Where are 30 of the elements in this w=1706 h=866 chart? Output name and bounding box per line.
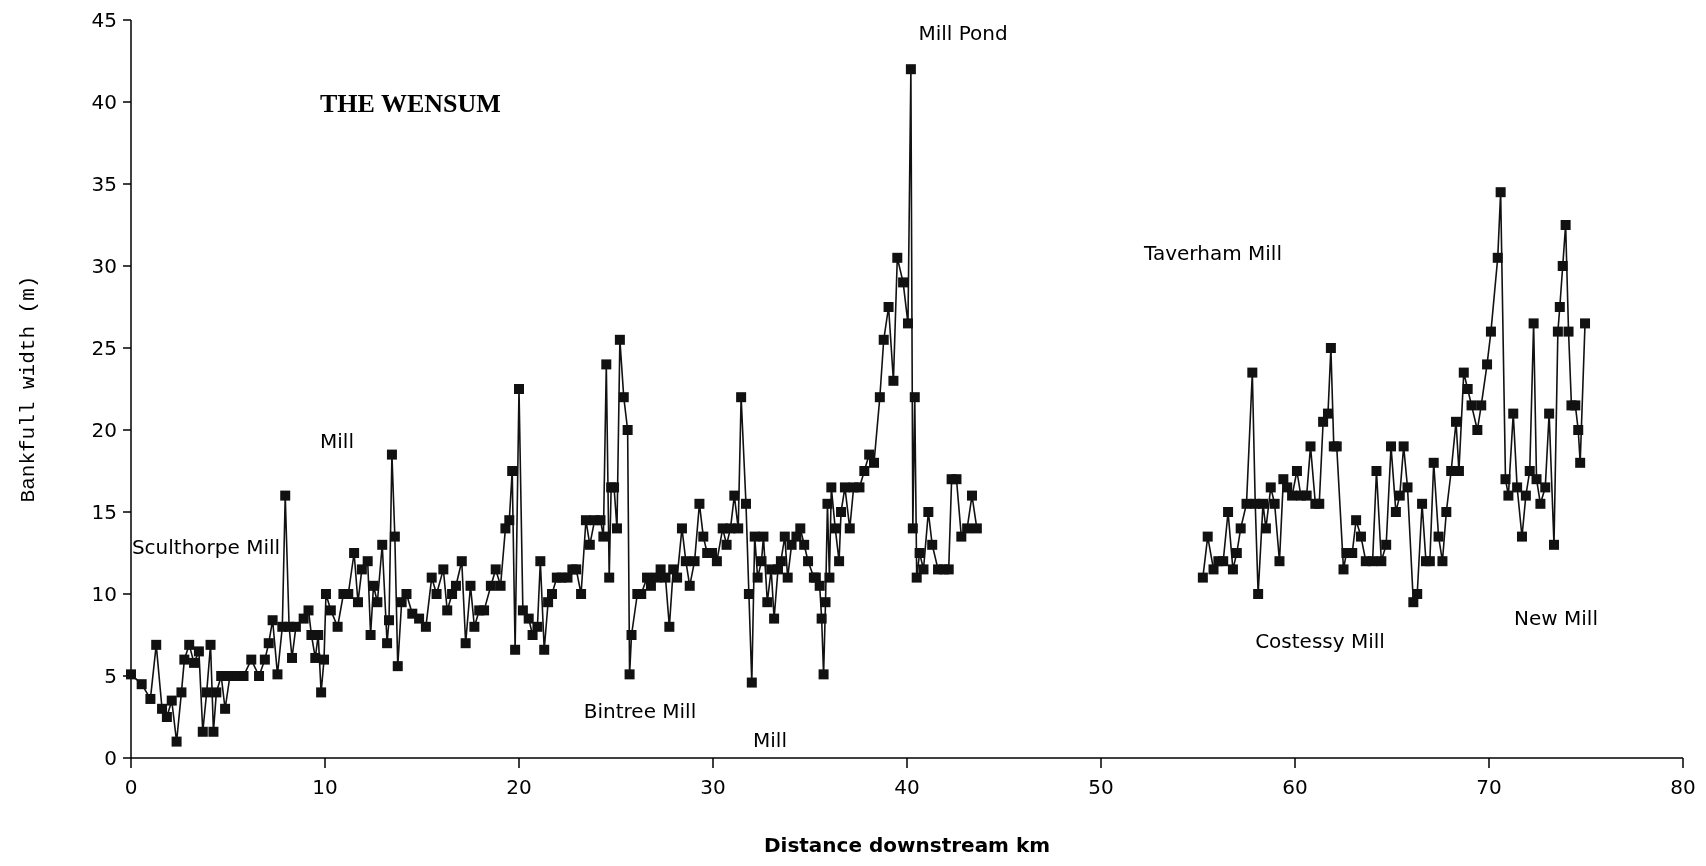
x-tick-label: 70 — [1476, 775, 1502, 799]
x-tick-label: 0 — [124, 775, 138, 799]
annotation: Taverham Mill — [1143, 241, 1282, 265]
x-tick-label: 80 — [1670, 775, 1696, 799]
x-tick-label: 40 — [894, 775, 920, 799]
y-tick-label: 35 — [91, 172, 117, 196]
x-tick-label: 20 — [506, 775, 532, 799]
y-tick-label: 20 — [91, 418, 117, 442]
x-tick-label: 10 — [312, 775, 338, 799]
annotation: Mill — [753, 728, 787, 752]
annotation: New Mill — [1514, 606, 1598, 630]
annotation: Costessy Mill — [1255, 629, 1385, 653]
annotation: Mill — [320, 429, 354, 453]
y-tick-label: 30 — [91, 254, 117, 278]
y-tick-label: 10 — [91, 582, 117, 606]
y-tick-label: 5 — [104, 664, 117, 688]
y-tick-label: 40 — [91, 90, 117, 114]
y-axis-title: Bankfull width (m) — [17, 275, 40, 503]
y-tick-label: 25 — [91, 336, 117, 360]
text: THE WENSUM — [320, 89, 501, 118]
y-tick-label: 15 — [91, 500, 117, 524]
x-tick-label: 30 — [700, 775, 726, 799]
x-axis-title: Distance downstream km — [763, 833, 1051, 857]
annotation: Bintree Mill — [583, 699, 697, 723]
y-tick-label: 45 — [91, 8, 117, 32]
annotation: Sculthorpe Mill — [131, 535, 281, 559]
y-tick-label: 0 — [104, 746, 117, 770]
x-tick-label: 50 — [1088, 775, 1114, 799]
x-tick-label: 60 — [1282, 775, 1308, 799]
annotation: Mill Pond — [918, 21, 1008, 45]
